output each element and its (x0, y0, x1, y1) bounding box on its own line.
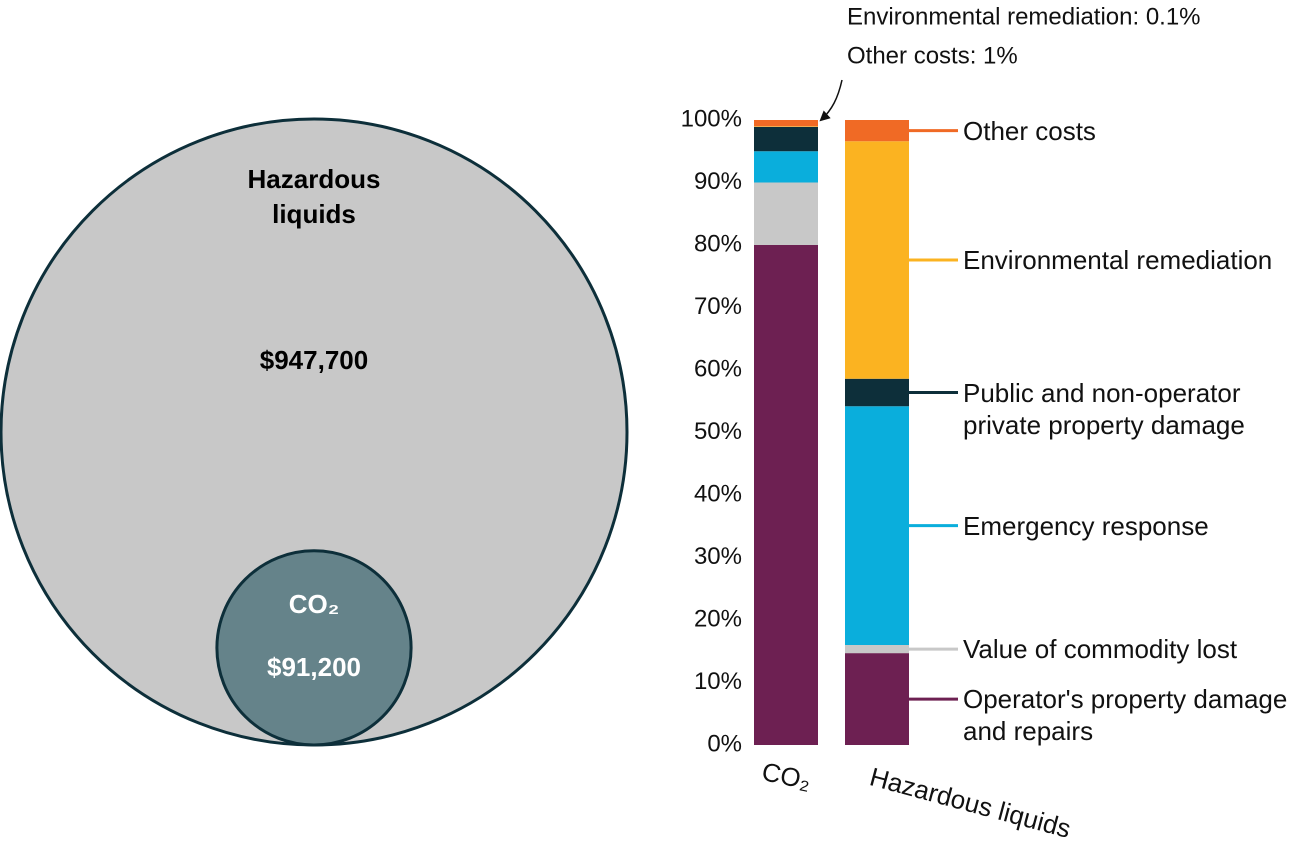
annotation-arrow (819, 79, 843, 122)
bubble-value-label: $947,700 (259, 344, 369, 375)
y-tick-label: 80% (694, 230, 742, 257)
legend-label: Public and non-operator private property… (963, 377, 1245, 440)
y-tick-label: 60% (694, 355, 742, 382)
bar-segment (754, 126, 818, 127)
annotation: Environmental remediation: 0.1% (847, 3, 1201, 30)
y-tick-label: 90% (694, 168, 742, 195)
bar-segment (754, 120, 818, 127)
legend-label: Environmental remediation (963, 245, 1273, 275)
bubble-value-label: $91,200 (267, 651, 361, 682)
y-tick-label: 40% (694, 480, 742, 507)
y-tick-label: 0% (707, 730, 742, 757)
legend-label: Operator's property damage and repairs (963, 684, 1288, 747)
y-tick-label: 30% (694, 543, 742, 570)
x-tick-label: Hazardous liquids (867, 761, 1074, 843)
bar-segment (754, 182, 818, 245)
y-tick-label: 10% (694, 668, 742, 695)
y-tick-label: 20% (694, 605, 742, 632)
legend-label: Value of commodity lost (963, 634, 1238, 665)
bar-segment (754, 245, 818, 745)
bar-segment (754, 126, 818, 152)
bar-segment (845, 378, 909, 407)
legend-label: Emergency response (963, 510, 1209, 541)
x-tick-label: CO₂ (759, 756, 813, 796)
bar-segment (845, 141, 909, 379)
bar-segment (845, 120, 909, 142)
y-tick-label: 50% (694, 418, 742, 445)
bar-segment (754, 151, 818, 183)
bar-segment (845, 653, 909, 745)
bubble-label: Hazardous liquids (247, 164, 381, 230)
bubble (215, 549, 413, 747)
bubble-label: CO₂ (288, 588, 340, 619)
y-tick-label: 100% (681, 105, 742, 132)
bar-segment (845, 406, 909, 645)
legend-label: Other costs (963, 115, 1096, 146)
annotation: Other costs: 1% (847, 42, 1018, 69)
bar-segment (845, 645, 909, 654)
y-tick-label: 70% (694, 293, 742, 320)
